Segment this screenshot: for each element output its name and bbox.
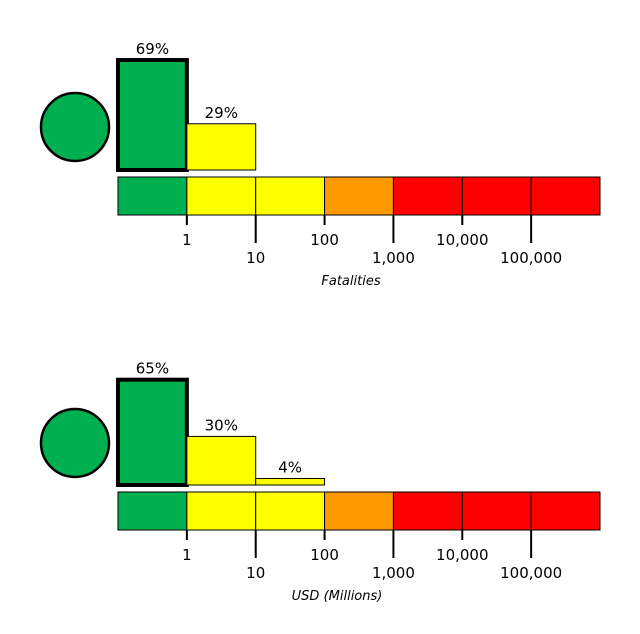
x-axis-label: USD (Millions)	[292, 589, 383, 604]
histogram-bar	[116, 58, 189, 172]
color-scale-segment	[461, 491, 532, 531]
x-axis-label: Fatalities	[321, 274, 380, 289]
color-scale-segment	[255, 491, 326, 531]
color-scale-segment	[530, 491, 601, 531]
color-scale-segment	[117, 176, 188, 216]
color-scale-segment	[255, 176, 326, 216]
color-scale-segment	[461, 176, 532, 216]
color-scale-segment	[392, 491, 463, 531]
x-tick-label: 1	[182, 546, 192, 564]
color-scale-segment	[530, 176, 601, 216]
color-scale-segment	[186, 491, 257, 531]
economic-losses-panel: USD (Millions) 65% 30% 4% 1 10 100 1,000 10,000…	[39, 360, 601, 604]
x-tick-label: 10,000	[436, 231, 489, 249]
x-tick-label: 1	[182, 231, 192, 249]
x-tick-label: 100	[310, 231, 339, 249]
histogram-bar	[186, 123, 257, 171]
x-tick-label: 1,000	[372, 249, 415, 267]
x-tick-label: 100,000	[500, 564, 562, 582]
color-scale-segment	[186, 176, 257, 216]
alert-level-circle	[39, 407, 111, 479]
x-tick-label: 100,000	[500, 249, 562, 267]
x-tick-label: 10	[246, 564, 265, 582]
x-tick-label: 100	[310, 546, 339, 564]
x-tick-label: 1,000	[372, 564, 415, 582]
alert-level-circle	[39, 91, 111, 163]
bar-data-label: 29%	[205, 104, 238, 122]
histogram-bar	[186, 435, 257, 486]
color-scale-segment	[324, 176, 394, 216]
color-scale-segment	[117, 491, 188, 531]
histogram-bar	[116, 377, 189, 488]
color-scale-segment	[392, 176, 463, 216]
bar-data-label: 69%	[136, 40, 169, 58]
x-tick-label: 10	[246, 249, 265, 267]
fatalities-panel: Fatalities 69% 29% 1 10 100 1,000 10,000 100,00…	[39, 40, 601, 289]
bar-data-label: 65%	[136, 360, 169, 378]
histogram-bar	[255, 478, 326, 486]
color-scale-segment	[324, 491, 394, 531]
bar-data-label: 30%	[205, 416, 238, 434]
bar-data-label: 4%	[278, 459, 302, 477]
x-tick-label: 10,000	[436, 546, 489, 564]
